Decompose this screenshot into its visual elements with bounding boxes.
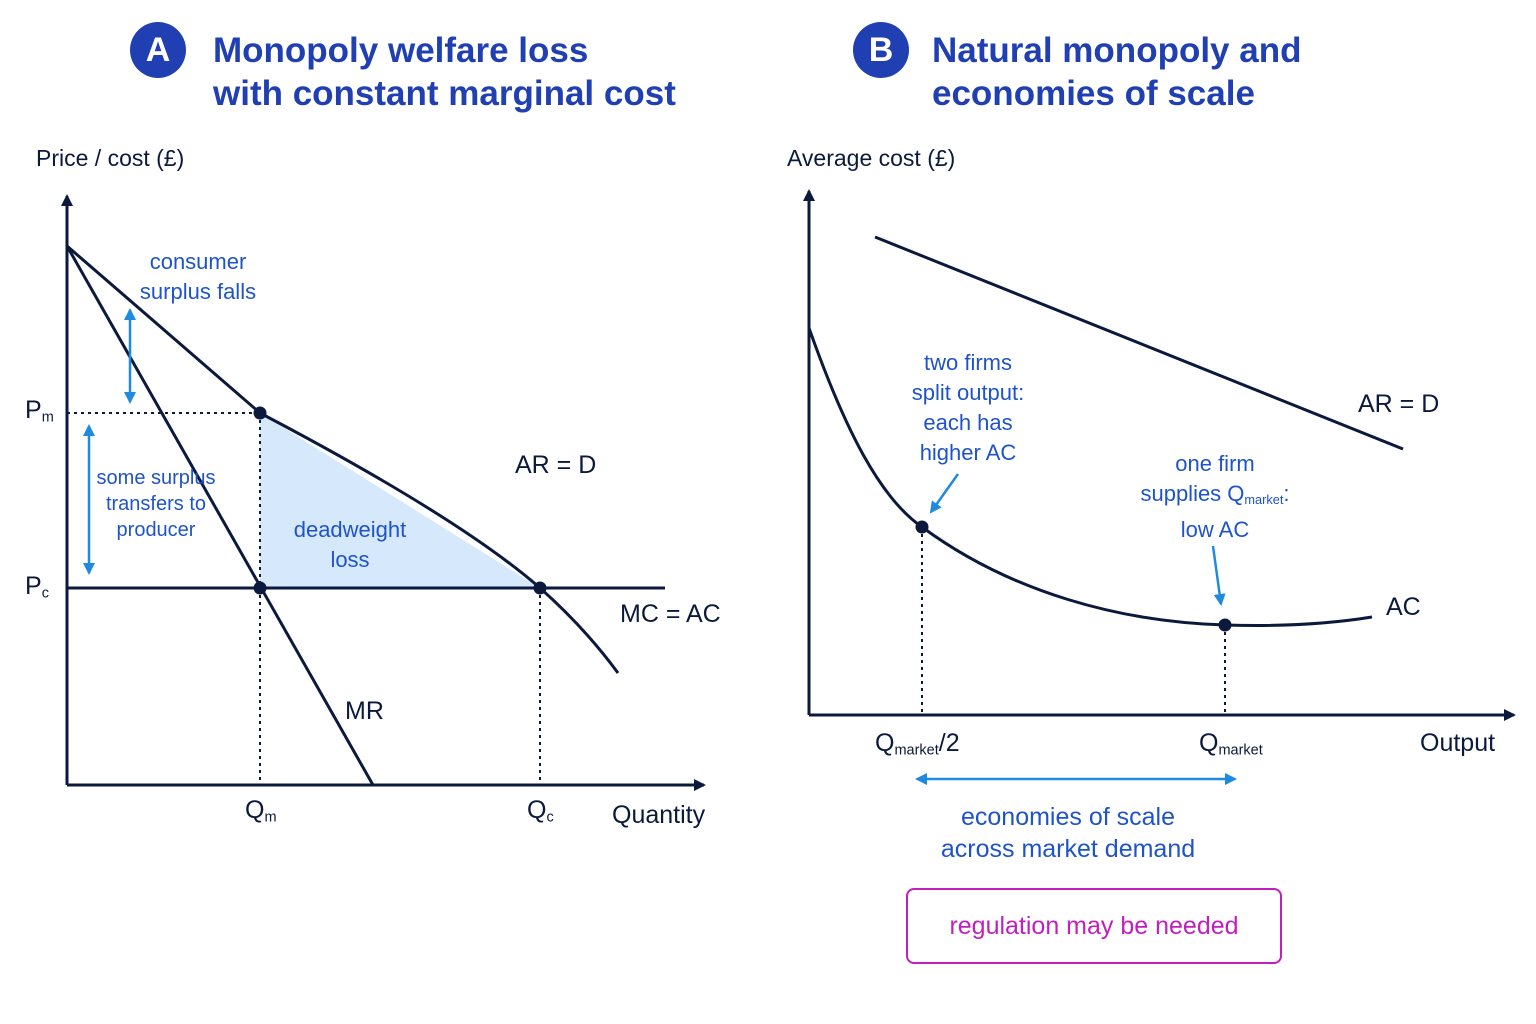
economies-of-scale-note: economies of scale across market demand bbox=[918, 801, 1218, 865]
surplus-transfer-note-line3: producer bbox=[116, 519, 196, 541]
pm-label-sub: m bbox=[41, 409, 54, 426]
qm-label: Qm bbox=[245, 796, 277, 826]
one-firm-note-line2-sub: market bbox=[1244, 492, 1284, 508]
qc-label-sub: c bbox=[546, 809, 554, 826]
one-firm-note-line1: one firm bbox=[1175, 451, 1255, 476]
pm-label-base: P bbox=[25, 396, 42, 424]
half-market-label: Qmarket/2 bbox=[875, 729, 960, 759]
demand-label-b: AR = D bbox=[1358, 390, 1440, 418]
half-market-label-base: Q bbox=[875, 729, 895, 757]
qm-label-sub: m bbox=[264, 809, 277, 826]
deadweight-loss-area bbox=[260, 413, 540, 588]
panel-a-badge: A bbox=[130, 22, 186, 78]
economies-of-scale-note-line2: across market demand bbox=[940, 835, 1196, 863]
full-market-label-sub: market bbox=[1218, 742, 1263, 759]
mr-label: MR bbox=[345, 697, 384, 725]
mr-mc-intersection-point bbox=[253, 581, 267, 595]
full-market-label-base: Q bbox=[1199, 729, 1219, 757]
surplus-transfer-note-line2: transfers to bbox=[105, 493, 207, 515]
panel-a-x-axis-title: Quantity bbox=[612, 801, 706, 829]
one-firm-note-line3: low AC bbox=[1180, 517, 1250, 543]
two-firms-point bbox=[915, 520, 929, 534]
demand-curve-a bbox=[66, 244, 620, 674]
two-firms-note-line2: split output: bbox=[911, 380, 1025, 405]
panel-a-title-line1: Monopoly welfare loss bbox=[213, 31, 589, 70]
competitive-point bbox=[533, 581, 547, 595]
ac-curve bbox=[807, 327, 1373, 628]
mr-curve bbox=[65, 245, 375, 786]
mc-ac-label: MC = AC bbox=[620, 600, 721, 628]
panel-b-x-axis-title: Output bbox=[1420, 729, 1496, 757]
ac-label: AC bbox=[1386, 593, 1421, 621]
panel-b-y-axis-title: Average cost (£) bbox=[787, 145, 956, 171]
half-market-label-suffix: /2 bbox=[938, 729, 960, 757]
panel-b-title: Natural monopoly and economies of scale bbox=[932, 29, 1301, 115]
panel-a-y-axis-title: Price / cost (£) bbox=[36, 145, 185, 171]
two-firms-note-line1: two firms bbox=[924, 350, 1012, 375]
deadweight-loss-note-line2: loss bbox=[330, 547, 370, 572]
deadweight-loss-note: deadweight loss bbox=[290, 515, 410, 575]
one-firm-point bbox=[1218, 618, 1232, 632]
half-market-label-sub: market bbox=[894, 742, 939, 759]
two-firms-note: two firms split output: each has higher … bbox=[893, 348, 1043, 468]
surplus-transfer-note-line1: some surplus bbox=[96, 467, 216, 489]
demand-label-a: AR = D bbox=[515, 451, 597, 479]
regulation-text: regulation may be needed bbox=[949, 911, 1239, 940]
qc-label-base: Q bbox=[527, 796, 547, 824]
panel-a-title: Monopoly welfare loss with constant marg… bbox=[213, 29, 676, 115]
one-firm-note-line2: supplies Qmarket: bbox=[1125, 479, 1305, 515]
qc-label: Qc bbox=[527, 796, 554, 826]
qm-label-base: Q bbox=[245, 796, 265, 824]
pc-label-sub: c bbox=[41, 585, 49, 602]
demand-line-b bbox=[874, 235, 1404, 451]
one-firm-note-line2-post: : bbox=[1283, 481, 1290, 506]
full-market-label: Qmarket bbox=[1199, 729, 1263, 759]
consumer-surplus-note: consumer surplus falls bbox=[128, 247, 268, 307]
two-firms-note-line3: each has bbox=[923, 410, 1013, 435]
two-firms-pointer-arrow bbox=[929, 473, 960, 514]
consumer-surplus-note-line2: surplus falls bbox=[139, 279, 257, 304]
panel-b-badge: B bbox=[853, 22, 909, 78]
monopoly-point bbox=[253, 406, 267, 420]
surplus-transfer-note: some surplus transfers to producer bbox=[96, 465, 216, 543]
one-firm-pointer-arrow bbox=[1211, 545, 1226, 606]
consumer-surplus-note-line1: consumer bbox=[149, 249, 247, 274]
one-firm-note: one firm supplies Qmarket: low AC bbox=[1125, 449, 1305, 545]
pm-label: Pm bbox=[25, 396, 54, 426]
deadweight-loss-note-line1: deadweight bbox=[293, 517, 407, 542]
two-firms-note-line4: higher AC bbox=[919, 440, 1017, 465]
panel-a-title-line2: with constant marginal cost bbox=[213, 74, 676, 113]
one-firm-note-line2-pre: supplies Q bbox=[1140, 481, 1245, 506]
pc-label: Pc bbox=[25, 572, 49, 602]
economies-of-scale-note-line1: economies of scale bbox=[960, 803, 1175, 831]
pc-label-base: P bbox=[25, 572, 42, 600]
panel-b-title-line1: Natural monopoly and bbox=[932, 31, 1302, 70]
regulation-box: regulation may be needed bbox=[906, 888, 1282, 964]
panel-b-title-line2: economies of scale bbox=[932, 74, 1255, 113]
